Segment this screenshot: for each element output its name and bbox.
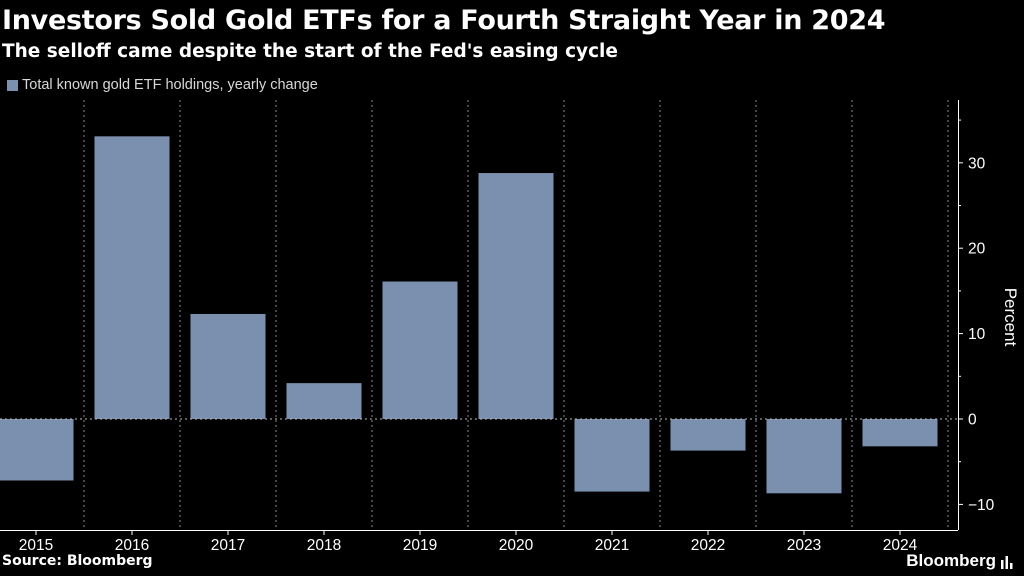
legend-label: Total known gold ETF holdings, yearly ch… [22, 77, 318, 93]
bar-2015 [0, 419, 74, 481]
bar-2017 [190, 313, 266, 419]
x-tick-label-2021: 2021 [595, 537, 629, 554]
y-tick-label: 30 [968, 155, 986, 172]
brand-logo: Bloomberg [906, 551, 1014, 571]
x-tick-label-2019: 2019 [403, 537, 437, 554]
grid-layer [83, 100, 949, 530]
chart-subtitle: The selloff came despite the start of th… [2, 41, 618, 62]
x-tick-label-2016: 2016 [115, 537, 149, 554]
bar-2024 [862, 419, 938, 447]
chart-legend: Total known gold ETF holdings, yearly ch… [7, 77, 318, 93]
x-tick-label-2015: 2015 [19, 537, 53, 554]
bar-layer [0, 136, 938, 494]
y-tick-label: 0 [968, 412, 977, 429]
x-tick-label-2020: 2020 [499, 537, 534, 554]
bar-2016 [94, 136, 170, 420]
bar-2020 [478, 173, 554, 419]
legend-swatch [7, 79, 18, 91]
chart-title: Investors Sold Gold ETFs for a Fourth St… [2, 5, 886, 36]
brand-name: Bloomberg [906, 551, 996, 570]
label-layer: 2015 2016 2017 2018 2019 2020 2021 2022 2023 2024… [19, 155, 1020, 554]
y-tick-label: −10 [968, 497, 995, 514]
bloomberg-chart-mark-icon [1001, 556, 1013, 569]
y-axis-title: Percent [1001, 288, 1020, 347]
bar-2022 [670, 419, 746, 451]
bar-2018 [286, 383, 362, 419]
x-tick-label-2024: 2024 [883, 537, 918, 554]
x-tick-label-2017: 2017 [211, 537, 245, 554]
x-tick-label-2022: 2022 [691, 537, 725, 554]
source-note: Source: Bloomberg [2, 553, 153, 569]
bar-2019 [382, 281, 458, 419]
y-tick-label: 20 [968, 241, 986, 258]
y-tick-label: 10 [968, 326, 986, 343]
bar-2023 [766, 419, 842, 494]
x-tick-label-2018: 2018 [307, 537, 341, 554]
x-tick-label-2023: 2023 [787, 537, 821, 554]
axis-layer [0, 100, 963, 535]
bar-2021 [574, 419, 650, 492]
